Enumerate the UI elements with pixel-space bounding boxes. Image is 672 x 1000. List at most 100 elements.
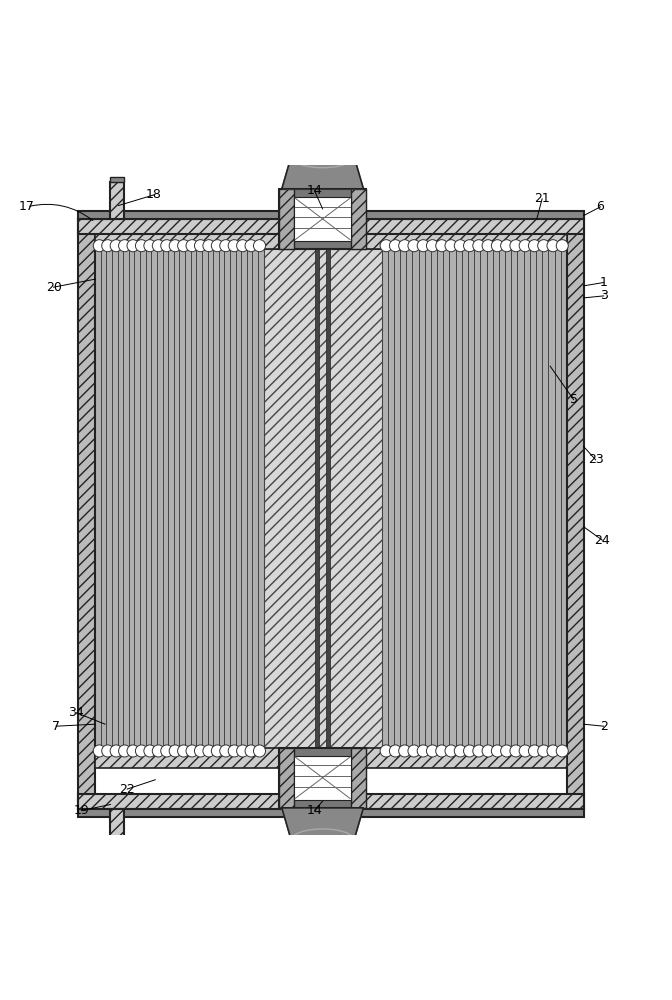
Text: 24: 24	[595, 534, 610, 547]
Circle shape	[445, 240, 457, 252]
Text: 18: 18	[146, 188, 162, 201]
Circle shape	[519, 745, 531, 757]
Text: 3: 3	[599, 289, 607, 302]
Circle shape	[408, 240, 420, 252]
Circle shape	[491, 240, 503, 252]
Circle shape	[161, 240, 173, 252]
Circle shape	[153, 745, 165, 757]
Bar	[279, 748, 294, 808]
Circle shape	[380, 240, 392, 252]
Circle shape	[482, 745, 494, 757]
Circle shape	[417, 240, 429, 252]
Circle shape	[510, 745, 522, 757]
Bar	[315, 249, 319, 748]
Bar	[382, 249, 567, 748]
Bar	[79, 211, 583, 219]
Bar	[567, 219, 583, 809]
Circle shape	[228, 240, 240, 252]
Circle shape	[547, 745, 559, 757]
Circle shape	[237, 240, 249, 252]
Circle shape	[186, 240, 198, 252]
Circle shape	[101, 240, 114, 252]
Circle shape	[118, 745, 130, 757]
Text: 23: 23	[588, 453, 603, 466]
Circle shape	[203, 240, 215, 252]
Bar	[110, 809, 124, 846]
Circle shape	[245, 240, 257, 252]
Text: 17: 17	[19, 200, 35, 213]
Bar	[79, 219, 583, 234]
Circle shape	[380, 745, 392, 757]
Bar	[110, 846, 124, 851]
Text: 21: 21	[534, 192, 550, 205]
Text: 6: 6	[597, 200, 604, 213]
Text: 22: 22	[120, 783, 135, 796]
Circle shape	[501, 745, 513, 757]
Circle shape	[510, 240, 522, 252]
Circle shape	[144, 240, 156, 252]
Circle shape	[389, 745, 401, 757]
Circle shape	[253, 240, 265, 252]
Circle shape	[186, 745, 198, 757]
Circle shape	[528, 745, 540, 757]
Bar	[279, 189, 294, 249]
Circle shape	[556, 240, 569, 252]
Circle shape	[93, 745, 106, 757]
Text: 34: 34	[69, 706, 84, 719]
Circle shape	[101, 745, 114, 757]
Circle shape	[220, 745, 232, 757]
Circle shape	[177, 745, 190, 757]
Bar	[95, 748, 567, 768]
Circle shape	[228, 745, 240, 757]
Circle shape	[127, 745, 139, 757]
Circle shape	[491, 745, 503, 757]
Circle shape	[427, 745, 439, 757]
Circle shape	[169, 240, 181, 252]
Circle shape	[194, 745, 206, 757]
Text: 20: 20	[46, 281, 62, 294]
Bar	[294, 756, 351, 800]
Circle shape	[136, 240, 147, 252]
Circle shape	[435, 745, 448, 757]
Circle shape	[211, 240, 223, 252]
Bar	[110, 182, 124, 219]
Circle shape	[220, 240, 232, 252]
Circle shape	[118, 240, 130, 252]
Bar	[79, 794, 583, 809]
Circle shape	[473, 240, 485, 252]
Circle shape	[435, 240, 448, 252]
Circle shape	[464, 240, 476, 252]
Circle shape	[454, 745, 466, 757]
Circle shape	[427, 240, 439, 252]
Circle shape	[473, 745, 485, 757]
Circle shape	[519, 240, 531, 252]
Circle shape	[245, 745, 257, 757]
Circle shape	[237, 745, 249, 757]
Circle shape	[454, 240, 466, 252]
Text: 2: 2	[599, 720, 607, 733]
Circle shape	[110, 240, 122, 252]
Circle shape	[538, 240, 550, 252]
Bar	[351, 748, 366, 808]
Circle shape	[417, 745, 429, 757]
Text: 1: 1	[599, 276, 607, 289]
Circle shape	[127, 240, 139, 252]
Circle shape	[110, 745, 122, 757]
Circle shape	[538, 745, 550, 757]
Text: 7: 7	[52, 720, 60, 733]
Circle shape	[203, 745, 215, 757]
Text: 5: 5	[570, 393, 577, 406]
Circle shape	[528, 240, 540, 252]
Polygon shape	[282, 157, 364, 189]
Circle shape	[547, 240, 559, 252]
Bar	[95, 249, 263, 748]
Text: 19: 19	[74, 804, 89, 817]
Circle shape	[398, 240, 411, 252]
Circle shape	[482, 240, 494, 252]
Bar	[79, 809, 583, 817]
Circle shape	[93, 240, 106, 252]
Circle shape	[464, 745, 476, 757]
Circle shape	[398, 745, 411, 757]
Bar	[79, 219, 95, 809]
Bar	[110, 177, 124, 182]
